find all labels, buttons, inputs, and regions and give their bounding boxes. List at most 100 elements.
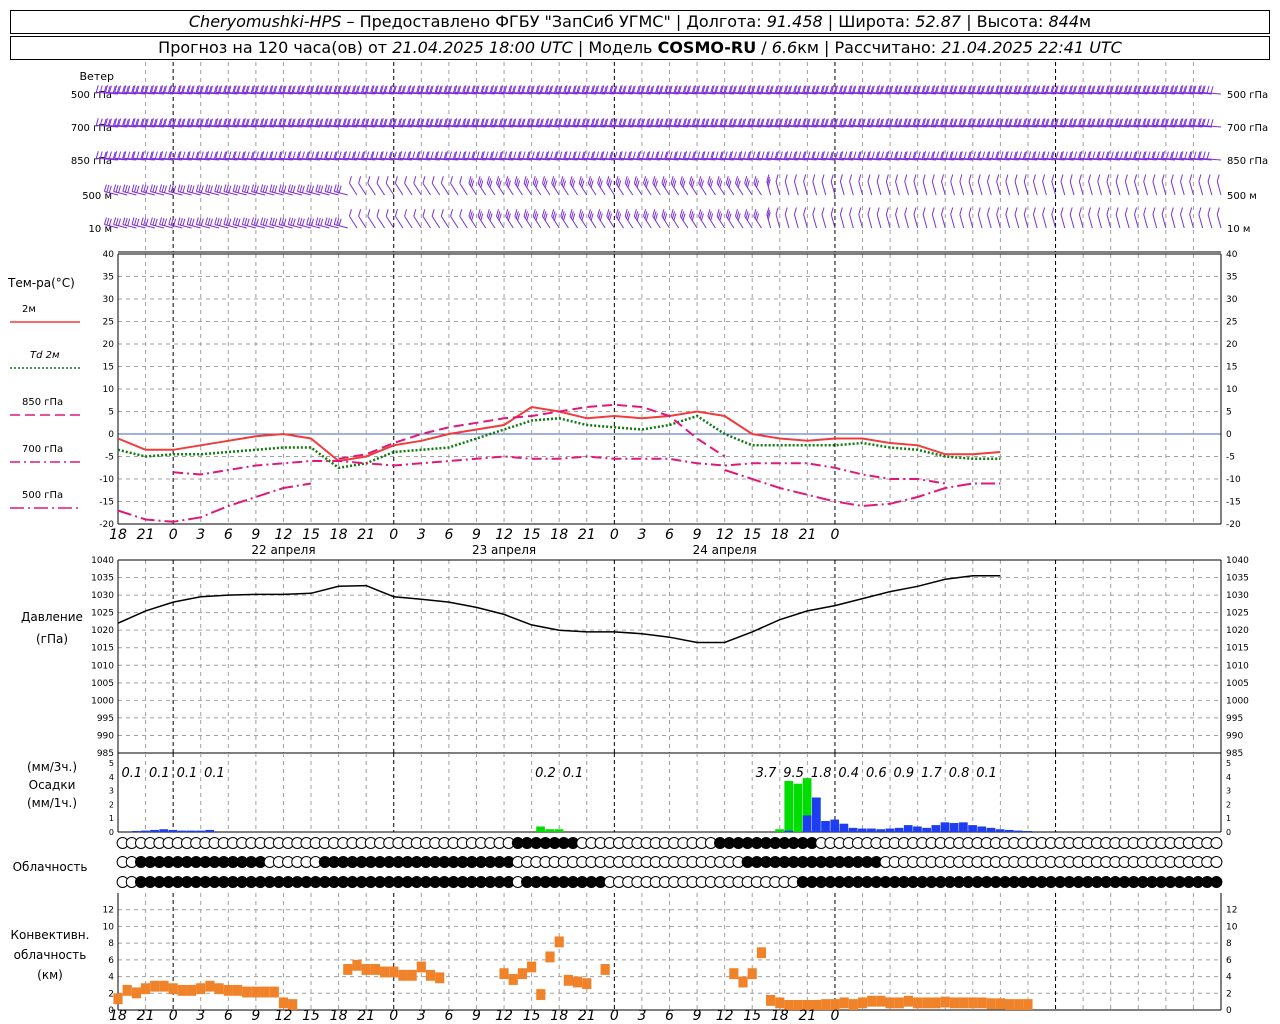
wind-barb-feather: [449, 151, 452, 159]
wind-barb: [996, 174, 1001, 196]
wind-barb-feather: [1202, 118, 1206, 126]
conv-cloud-bar: [113, 993, 123, 1005]
wind-barb-feather: [1031, 118, 1035, 127]
wind-barb-shaft: [951, 124, 973, 128]
wind-barb-feather: [596, 151, 600, 159]
wind-barb-feather: [682, 85, 686, 94]
wind-barb-feather: [719, 118, 723, 127]
computed-label: Рассчитано:: [834, 38, 937, 57]
wind-barb-feather: [527, 118, 531, 126]
wind-barb-shaft: [923, 124, 946, 128]
wind-barb-shaft: [169, 157, 192, 161]
wind-barb-feather: [182, 118, 186, 126]
temp-ytick-right: 25: [1226, 318, 1237, 328]
wind-barb: [150, 151, 174, 161]
wind-barb-feather: [689, 209, 692, 217]
wind-barb-feather: [884, 118, 888, 127]
wind-barb-feather: [279, 85, 283, 93]
wind-barb-feather: [715, 118, 719, 126]
wind-barb-feather: [324, 184, 328, 192]
wind-barb: [223, 184, 238, 196]
wind-level-label: 850 гПа: [71, 156, 112, 167]
wind-barb-shaft: [868, 91, 891, 95]
wind-barb-shaft: [739, 91, 762, 95]
wind-barb-feather: [95, 151, 99, 159]
wind-barb: [270, 118, 293, 128]
wind-barb-feather: [783, 85, 787, 94]
wind-barb-feather: [498, 85, 502, 94]
wind-barb-feather: [757, 118, 761, 126]
wind-barb-feather: [95, 85, 99, 93]
wind-barb-feather: [232, 118, 236, 127]
wind-barb: [435, 85, 459, 95]
wind-barb-feather: [923, 151, 927, 159]
wind-barb-feather: [158, 151, 162, 160]
wind-barb-feather: [362, 85, 366, 93]
wind-barb-shaft: [1171, 157, 1194, 161]
wind-barb-feather: [283, 151, 287, 159]
wind-barb-feather: [1119, 151, 1123, 159]
wind-barb-shaft: [1079, 124, 1102, 128]
wind-barb-feather: [660, 151, 664, 159]
wind-barb: [532, 176, 542, 196]
wind-barb-feather: [821, 85, 825, 93]
wind-barb: [316, 151, 339, 161]
wind-barb-feather: [522, 151, 526, 159]
wind-barb: [775, 207, 781, 229]
wind-barb: [103, 184, 119, 196]
wind-barb-feather: [1143, 207, 1147, 215]
wind-barb-feather: [1198, 85, 1202, 93]
wind-barb-feather: [1162, 85, 1166, 93]
wind-barb-feather: [564, 85, 568, 93]
precip-ylabel: Осадки: [29, 778, 76, 792]
wind-barb-feather: [244, 185, 248, 193]
wind-barb-feather: [1087, 85, 1091, 94]
wind-barb-shaft: [803, 181, 808, 196]
wind-barb-feather: [743, 118, 747, 126]
wind-barb-shaft: [509, 91, 532, 95]
conv-cloud-bar: [857, 997, 868, 1009]
wind-barb-shaft: [251, 224, 266, 229]
wind-barb: [615, 209, 624, 229]
wind-barb-shaft: [288, 224, 302, 229]
wind-barb-feather: [370, 85, 374, 94]
wind-barb-feather: [131, 85, 135, 94]
wind-barb-feather: [241, 217, 245, 225]
wind-barb-feather: [232, 85, 236, 94]
wind-barb-shaft: [261, 124, 284, 128]
precip-bar-3h: [793, 783, 803, 832]
wind-barb-feather: [744, 209, 748, 217]
wind-barb-shaft: [546, 157, 569, 161]
wind-barb-feather: [857, 118, 861, 127]
wind-barb-feather: [632, 85, 636, 93]
wind-barb-feather: [136, 118, 140, 126]
wind-barb-feather: [1074, 118, 1078, 126]
wind-barb-feather: [329, 218, 333, 226]
wind-barb-feather: [1087, 151, 1091, 160]
wind-barb-shaft: [427, 124, 449, 128]
wind-barb-shaft: [537, 124, 560, 128]
wind-barb-feather: [434, 85, 438, 94]
wind-barb-feather: [767, 209, 771, 218]
wind-barb-feather: [917, 118, 921, 126]
wind-barb-feather: [496, 176, 499, 184]
wind-barb-shaft: [367, 182, 376, 196]
wind-barb-feather: [921, 85, 925, 94]
wind-barb-feather: [717, 178, 721, 186]
wind-barb-feather: [849, 118, 853, 126]
wind-barb-shaft: [583, 124, 606, 128]
wind-barb-feather: [1119, 118, 1123, 126]
wind-barb-feather: [636, 151, 640, 160]
wind-barb-shaft: [1061, 91, 1084, 95]
wind-barb-feather: [848, 118, 852, 127]
precip-bar-1h: [196, 830, 205, 832]
wind-barb-shaft: [353, 124, 376, 128]
wind-barb-feather: [555, 118, 559, 126]
wind-barb-feather: [899, 151, 903, 159]
wind-barb: [1180, 207, 1185, 229]
wind-barb-feather: [1198, 174, 1202, 182]
wind-barb-shaft: [987, 157, 1010, 161]
precip-ytick-right: 4: [1226, 773, 1231, 782]
wind-barb: [969, 118, 992, 128]
wind-barb: [1207, 207, 1213, 229]
